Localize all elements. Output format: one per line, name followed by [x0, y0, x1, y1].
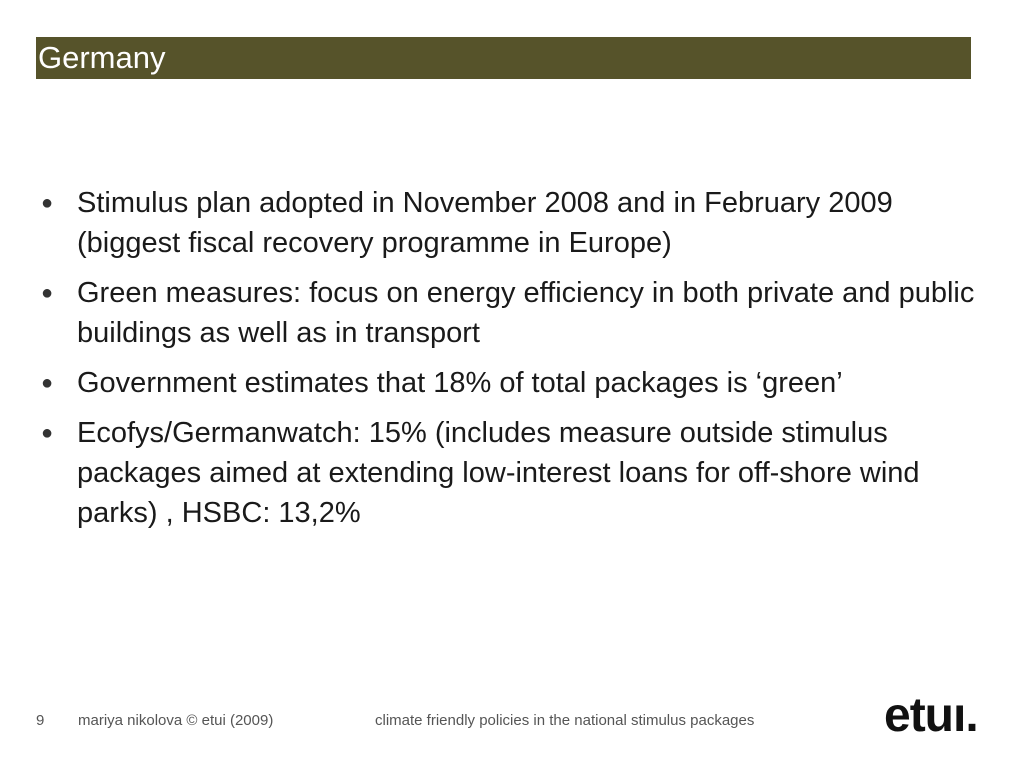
title-bar: Germany	[36, 37, 971, 79]
bullet-icon: ●	[41, 282, 54, 304]
bullet-icon: ●	[41, 192, 54, 214]
bullet-text: Ecofys/Germanwatch: 15% (includes measur…	[77, 417, 920, 529]
footer-topic: climate friendly policies in the nationa…	[375, 712, 755, 729]
etui-logo: etuı.	[884, 689, 979, 742]
slide-title: Germany	[38, 40, 166, 75]
footer-author: mariya nikolova © etui (2009)	[78, 712, 274, 729]
bullet-item: ● Government estimates that 18% of total…	[40, 363, 980, 403]
bullet-text: Government estimates that 18% of total p…	[77, 367, 843, 399]
bullet-item: ● Stimulus plan adopted in November 2008…	[40, 183, 980, 263]
bullet-text: Green measures: focus on energy efficien…	[77, 277, 975, 349]
bullet-item: ● Green measures: focus on energy effici…	[40, 273, 980, 353]
bullet-text: Stimulus plan adopted in November 2008 a…	[77, 187, 893, 259]
bullet-list: ● Stimulus plan adopted in November 2008…	[40, 183, 980, 543]
bullet-icon: ●	[41, 372, 54, 394]
page-number: 9	[36, 712, 45, 729]
bullet-item: ● Ecofys/Germanwatch: 15% (includes meas…	[40, 413, 980, 533]
bullet-icon: ●	[41, 422, 54, 444]
